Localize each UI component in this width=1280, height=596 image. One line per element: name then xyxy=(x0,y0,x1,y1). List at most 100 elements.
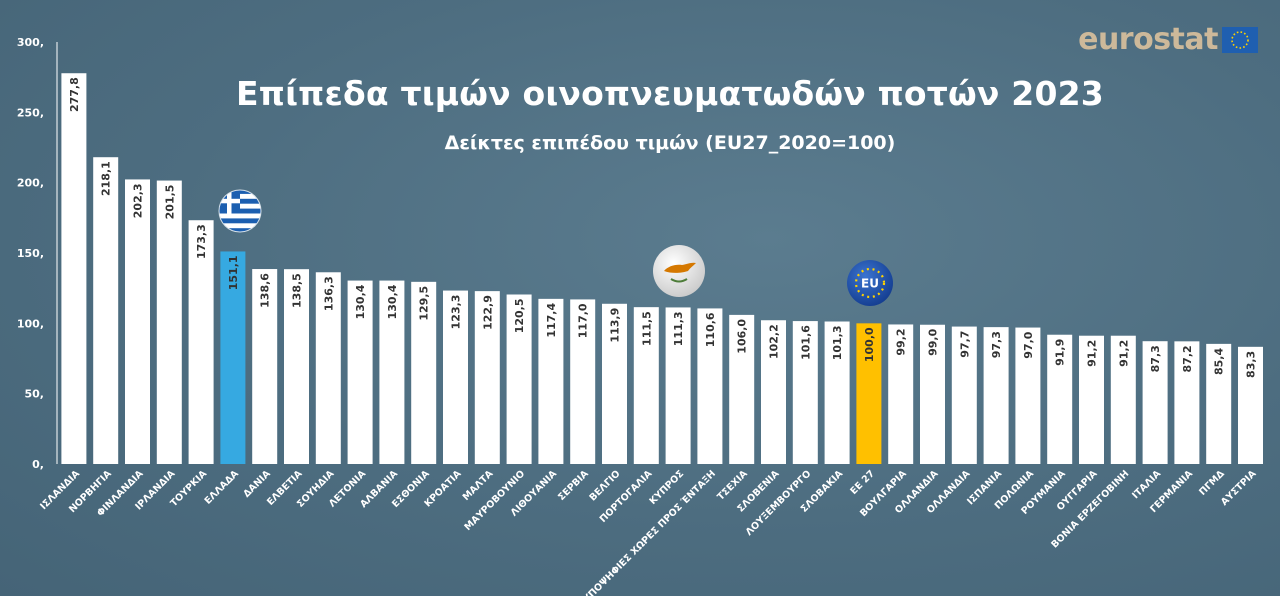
bar xyxy=(379,280,405,464)
bar-value-label: 106,0 xyxy=(736,319,749,354)
bar xyxy=(1047,334,1073,464)
bar-value-label: 113,9 xyxy=(609,308,622,343)
bar-value-label: 277,8 xyxy=(68,77,81,112)
bar xyxy=(602,303,627,464)
bar-value-label: 122,9 xyxy=(481,295,494,330)
eurostat-logo: eurostat xyxy=(1078,22,1258,57)
bar xyxy=(665,307,691,464)
chart-title: Επίπεδα τιμών οινοπνευματωδών ποτών 2023 xyxy=(236,74,1104,113)
bar-value-label: 123,3 xyxy=(450,295,463,330)
bar xyxy=(1079,335,1104,464)
bar xyxy=(792,321,818,464)
bar-value-label: 99,0 xyxy=(927,328,940,355)
bar-value-label: 101,3 xyxy=(831,326,844,361)
bar-value-label: 91,2 xyxy=(1086,340,1099,367)
y-tick-label: 0, xyxy=(32,458,44,471)
bar-value-label: 201,5 xyxy=(163,185,176,220)
bar xyxy=(729,314,755,464)
bar-value-label: 83,3 xyxy=(1245,351,1258,378)
y-tick-label: 50, xyxy=(25,388,45,401)
chart-subtitle: Δείκτες επιπέδου τιμών (EU27_2020=100) xyxy=(444,132,896,154)
y-tick-label: 200, xyxy=(17,177,44,190)
x-tick-label: ΔΑΝΙΑ xyxy=(241,468,273,500)
bar-value-label: 138,6 xyxy=(259,273,272,308)
cyprus-flag-icon xyxy=(653,245,705,297)
bar-value-label: 87,3 xyxy=(1149,345,1162,372)
bar xyxy=(220,251,246,464)
bar xyxy=(888,324,914,464)
bar-value-label: 111,3 xyxy=(672,311,685,346)
bar xyxy=(506,294,532,464)
eu-flag-icon: EU xyxy=(847,260,893,306)
greece-flag-icon xyxy=(218,189,262,233)
bar xyxy=(156,180,182,464)
bar xyxy=(411,281,437,464)
bar-value-label: 136,3 xyxy=(322,276,335,311)
bar xyxy=(252,269,278,464)
bar xyxy=(1142,341,1168,464)
bar xyxy=(284,269,309,464)
bar xyxy=(633,307,659,464)
bar-value-label: 97,3 xyxy=(990,331,1003,358)
bar xyxy=(824,321,850,464)
eurostat-logo-text: eurostat xyxy=(1078,22,1218,57)
y-tick-label: 300, xyxy=(17,36,44,49)
bar-value-label: 91,9 xyxy=(1054,339,1067,366)
x-tick-label: ΣΕΡΒΙΑ xyxy=(556,468,591,503)
bar-value-label: 117,0 xyxy=(577,303,590,338)
bar-value-label: 99,2 xyxy=(895,328,908,355)
bar xyxy=(1206,343,1232,464)
bar-value-label: 120,5 xyxy=(513,298,526,333)
bar xyxy=(125,179,150,464)
bar xyxy=(1174,341,1200,464)
bar xyxy=(1110,335,1136,464)
x-tick-label: ΑΥΣΤΡΙΑ xyxy=(1219,468,1259,508)
bar xyxy=(761,320,786,464)
bar-value-label: 85,4 xyxy=(1213,348,1226,375)
bar-value-label: 110,6 xyxy=(704,312,717,347)
bar-value-label: 130,4 xyxy=(354,284,367,319)
bar xyxy=(951,326,977,464)
bar-value-label: 111,5 xyxy=(640,311,653,346)
svg-text:EU: EU xyxy=(861,277,879,291)
bar-value-label: 151,1 xyxy=(227,255,240,290)
bar xyxy=(538,298,564,464)
bar xyxy=(443,290,468,464)
bar xyxy=(570,299,596,464)
eu-flag-icon xyxy=(1222,26,1258,53)
bar-value-label: 101,6 xyxy=(799,325,812,360)
bar-value-label: 87,2 xyxy=(1181,345,1194,372)
bar xyxy=(315,272,341,464)
bar-value-label: 130,4 xyxy=(386,284,399,319)
x-tick-label: ΕΛΛΑΔΑ xyxy=(203,468,242,507)
bar-value-label: 218,1 xyxy=(100,161,113,196)
bar xyxy=(61,73,87,464)
bar xyxy=(1015,327,1041,464)
bar-value-label: 102,2 xyxy=(768,324,781,359)
bar xyxy=(474,291,500,464)
bar-value-label: 97,0 xyxy=(1022,331,1035,358)
bar-value-label: 173,3 xyxy=(195,224,208,259)
y-tick-label: 150, xyxy=(17,247,44,260)
bar-value-label: 129,5 xyxy=(418,286,431,321)
bar xyxy=(93,157,119,464)
y-tick-label: 100, xyxy=(17,317,44,330)
bar-value-label: 91,2 xyxy=(1117,340,1130,367)
bar xyxy=(920,324,945,464)
bar xyxy=(347,280,373,464)
bar-value-label: 117,4 xyxy=(545,303,558,338)
bar-value-label: 97,7 xyxy=(958,331,971,358)
bar-value-label: 100,0 xyxy=(863,327,876,362)
bar xyxy=(856,323,882,464)
x-tick-label: ΕΕ 27 xyxy=(848,468,877,497)
bar-value-label: 202,3 xyxy=(132,183,145,218)
bar xyxy=(983,327,1009,464)
x-tick-label: ΠΓΜΔ xyxy=(1197,468,1227,498)
bar xyxy=(188,220,214,464)
bar-value-label: 138,5 xyxy=(291,273,304,308)
y-tick-label: 250, xyxy=(17,106,44,119)
bar xyxy=(1238,346,1263,464)
bar xyxy=(697,308,723,464)
